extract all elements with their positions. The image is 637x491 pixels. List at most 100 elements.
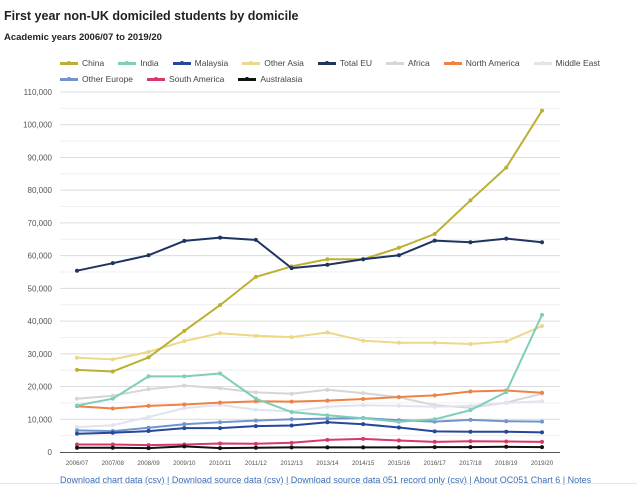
data-point-malaysia[interactable] [182, 426, 187, 431]
data-point-total-eu[interactable] [361, 257, 366, 262]
data-point-other-asia[interactable] [289, 335, 294, 340]
data-point-middle-east[interactable] [325, 404, 330, 409]
data-point-malaysia[interactable] [289, 423, 294, 428]
data-point-other-asia[interactable] [468, 342, 473, 346]
data-point-other-europe[interactable] [75, 428, 79, 433]
legend-item-north-america[interactable]: North America [443, 58, 520, 68]
data-point-north-america[interactable] [146, 403, 151, 408]
data-point-other-europe[interactable] [146, 425, 151, 430]
data-point-middle-east[interactable] [468, 403, 473, 408]
data-point-malaysia[interactable] [504, 429, 509, 434]
data-point-malaysia[interactable] [146, 429, 151, 434]
footer-link-notes[interactable]: Notes [567, 475, 592, 485]
data-point-other-asia[interactable] [432, 340, 437, 345]
legend-item-china[interactable]: China [60, 58, 104, 68]
data-point-other-europe[interactable] [218, 420, 223, 425]
data-point-malaysia[interactable] [325, 420, 330, 425]
data-point-north-america[interactable] [218, 400, 223, 405]
data-point-middle-east[interactable] [540, 399, 544, 404]
data-point-australasia[interactable] [361, 445, 366, 450]
data-point-india[interactable] [325, 413, 330, 418]
data-point-india[interactable] [182, 374, 187, 379]
data-point-north-america[interactable] [110, 406, 115, 411]
data-point-india[interactable] [361, 416, 366, 421]
data-point-malaysia[interactable] [540, 430, 544, 435]
data-point-malaysia[interactable] [253, 424, 258, 429]
data-point-other-asia[interactable] [110, 357, 115, 362]
data-point-south-america[interactable] [218, 441, 223, 446]
data-point-australasia[interactable] [396, 445, 401, 450]
legend-item-malaysia[interactable]: Malaysia [172, 58, 228, 68]
data-point-australasia[interactable] [253, 445, 258, 450]
data-point-south-america[interactable] [504, 439, 509, 444]
legend-item-middle-east[interactable]: Middle East [533, 58, 600, 68]
data-point-australasia[interactable] [289, 445, 294, 450]
data-point-total-eu[interactable] [432, 238, 437, 243]
data-point-other-europe[interactable] [468, 417, 473, 422]
data-point-malaysia[interactable] [75, 431, 79, 436]
data-point-china[interactable] [325, 257, 330, 262]
data-point-other-europe[interactable] [253, 418, 258, 423]
data-point-australasia[interactable] [325, 445, 330, 450]
data-point-africa[interactable] [218, 386, 223, 391]
data-point-malaysia[interactable] [432, 429, 437, 434]
data-point-south-america[interactable] [253, 441, 258, 446]
data-point-middle-east[interactable] [504, 400, 509, 405]
data-point-africa[interactable] [289, 391, 294, 396]
data-point-australasia[interactable] [75, 445, 79, 450]
data-point-total-eu[interactable] [182, 238, 187, 243]
data-point-other-asia[interactable] [253, 333, 258, 338]
data-point-china[interactable] [504, 165, 509, 170]
data-point-other-europe[interactable] [182, 422, 187, 427]
data-point-south-america[interactable] [289, 440, 294, 445]
data-point-south-america[interactable] [540, 439, 544, 444]
data-point-south-america[interactable] [468, 439, 473, 444]
data-point-south-america[interactable] [75, 442, 79, 447]
data-point-india[interactable] [218, 371, 223, 376]
data-point-north-america[interactable] [396, 395, 401, 400]
data-point-india[interactable] [432, 417, 437, 422]
data-point-india[interactable] [468, 408, 473, 413]
data-point-south-america[interactable] [361, 436, 366, 441]
data-point-australasia[interactable] [468, 445, 473, 450]
data-point-australasia[interactable] [110, 445, 115, 450]
data-point-india[interactable] [110, 396, 115, 401]
data-point-africa[interactable] [182, 383, 187, 388]
data-point-india[interactable] [540, 312, 544, 317]
data-point-india[interactable] [289, 410, 294, 415]
data-point-australasia[interactable] [182, 444, 187, 449]
data-point-north-america[interactable] [361, 396, 366, 401]
data-point-middle-east[interactable] [361, 403, 366, 408]
data-point-middle-east[interactable] [182, 406, 187, 411]
data-point-other-asia[interactable] [396, 340, 401, 345]
footer-link-download-source-data-051-record-only-csv[interactable]: Download source data 051 record only (cs… [290, 475, 467, 485]
data-point-china[interactable] [540, 108, 544, 113]
data-point-africa[interactable] [253, 390, 258, 395]
data-point-other-europe[interactable] [540, 419, 544, 424]
legend-item-other-europe[interactable]: Other Europe [60, 74, 133, 84]
footer-link-download-source-data-csv[interactable]: Download source data (csv) [171, 475, 284, 485]
data-point-malaysia[interactable] [468, 429, 473, 434]
data-point-malaysia[interactable] [110, 430, 115, 435]
data-point-africa[interactable] [75, 396, 79, 401]
data-point-other-asia[interactable] [361, 338, 366, 343]
data-point-other-asia[interactable] [504, 339, 509, 344]
data-point-malaysia[interactable] [218, 426, 223, 431]
data-point-south-america[interactable] [325, 437, 330, 442]
data-point-other-europe[interactable] [325, 416, 330, 421]
data-point-total-eu[interactable] [468, 240, 473, 245]
data-point-india[interactable] [396, 419, 401, 424]
data-point-china[interactable] [396, 245, 401, 250]
data-point-malaysia[interactable] [361, 422, 366, 427]
legend-item-india[interactable]: India [118, 58, 159, 68]
data-point-africa[interactable] [325, 387, 330, 392]
data-point-other-asia[interactable] [325, 330, 330, 335]
data-point-other-asia[interactable] [182, 339, 187, 344]
data-point-other-asia[interactable] [540, 324, 544, 328]
data-point-north-america[interactable] [182, 402, 187, 407]
data-point-china[interactable] [182, 328, 187, 333]
data-point-total-eu[interactable] [325, 262, 330, 267]
data-point-africa[interactable] [146, 387, 151, 392]
data-point-china[interactable] [146, 355, 151, 360]
footer-link-download-chart-data-csv[interactable]: Download chart data (csv) [60, 475, 165, 485]
